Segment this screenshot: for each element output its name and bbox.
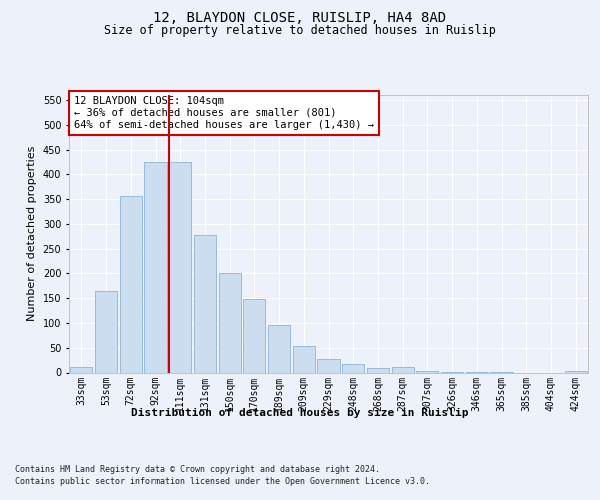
Bar <box>342 364 364 372</box>
Bar <box>367 368 389 372</box>
Bar <box>95 290 117 372</box>
Bar <box>243 299 265 372</box>
Text: Contains HM Land Registry data © Crown copyright and database right 2024.: Contains HM Land Registry data © Crown c… <box>15 465 380 474</box>
Bar <box>392 366 414 372</box>
Text: 12, BLAYDON CLOSE, RUISLIP, HA4 8AD: 12, BLAYDON CLOSE, RUISLIP, HA4 8AD <box>154 11 446 25</box>
Bar <box>194 235 216 372</box>
Text: 12 BLAYDON CLOSE: 104sqm
← 36% of detached houses are smaller (801)
64% of semi-: 12 BLAYDON CLOSE: 104sqm ← 36% of detach… <box>74 96 374 130</box>
Bar <box>565 371 587 372</box>
Bar <box>293 346 315 372</box>
Text: Distribution of detached houses by size in Ruislip: Distribution of detached houses by size … <box>131 408 469 418</box>
Text: Contains public sector information licensed under the Open Government Licence v3: Contains public sector information licen… <box>15 478 430 486</box>
Bar <box>317 359 340 372</box>
Bar <box>70 366 92 372</box>
Bar <box>416 370 439 372</box>
Text: Size of property relative to detached houses in Ruislip: Size of property relative to detached ho… <box>104 24 496 37</box>
Bar <box>268 326 290 372</box>
Y-axis label: Number of detached properties: Number of detached properties <box>27 146 37 322</box>
Bar <box>218 274 241 372</box>
Bar <box>119 196 142 372</box>
Bar <box>169 162 191 372</box>
Bar <box>145 162 167 372</box>
